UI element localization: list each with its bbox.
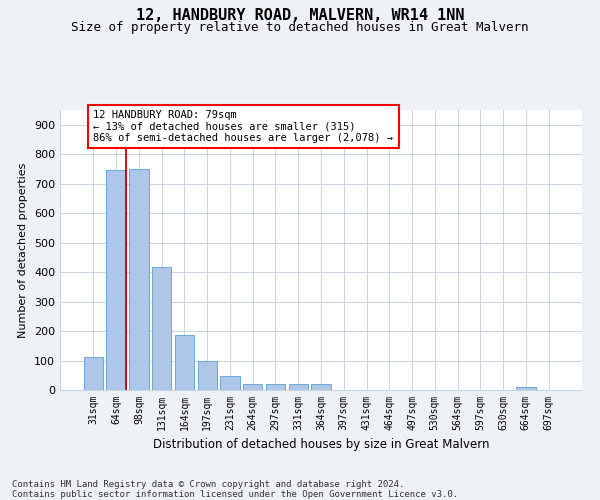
Bar	[516, 387, 536, 390]
Bar	[243, 384, 262, 390]
Text: 12, HANDBURY ROAD, MALVERN, WR14 1NN: 12, HANDBURY ROAD, MALVERN, WR14 1NN	[136, 8, 464, 22]
Text: 12 HANDBURY ROAD: 79sqm
← 13% of detached houses are smaller (315)
86% of semi-d: 12 HANDBURY ROAD: 79sqm ← 13% of detache…	[94, 110, 394, 143]
Bar	[266, 384, 285, 390]
Bar	[84, 356, 103, 390]
Bar	[311, 384, 331, 390]
Text: Size of property relative to detached houses in Great Malvern: Size of property relative to detached ho…	[71, 21, 529, 34]
X-axis label: Distribution of detached houses by size in Great Malvern: Distribution of detached houses by size …	[153, 438, 489, 452]
Bar	[175, 334, 194, 390]
Bar	[220, 376, 239, 390]
Bar	[289, 384, 308, 390]
Bar	[152, 267, 172, 390]
Y-axis label: Number of detached properties: Number of detached properties	[19, 162, 28, 338]
Bar	[197, 362, 217, 390]
Bar	[129, 169, 149, 390]
Text: Contains HM Land Registry data © Crown copyright and database right 2024.
Contai: Contains HM Land Registry data © Crown c…	[12, 480, 458, 499]
Bar	[106, 170, 126, 390]
